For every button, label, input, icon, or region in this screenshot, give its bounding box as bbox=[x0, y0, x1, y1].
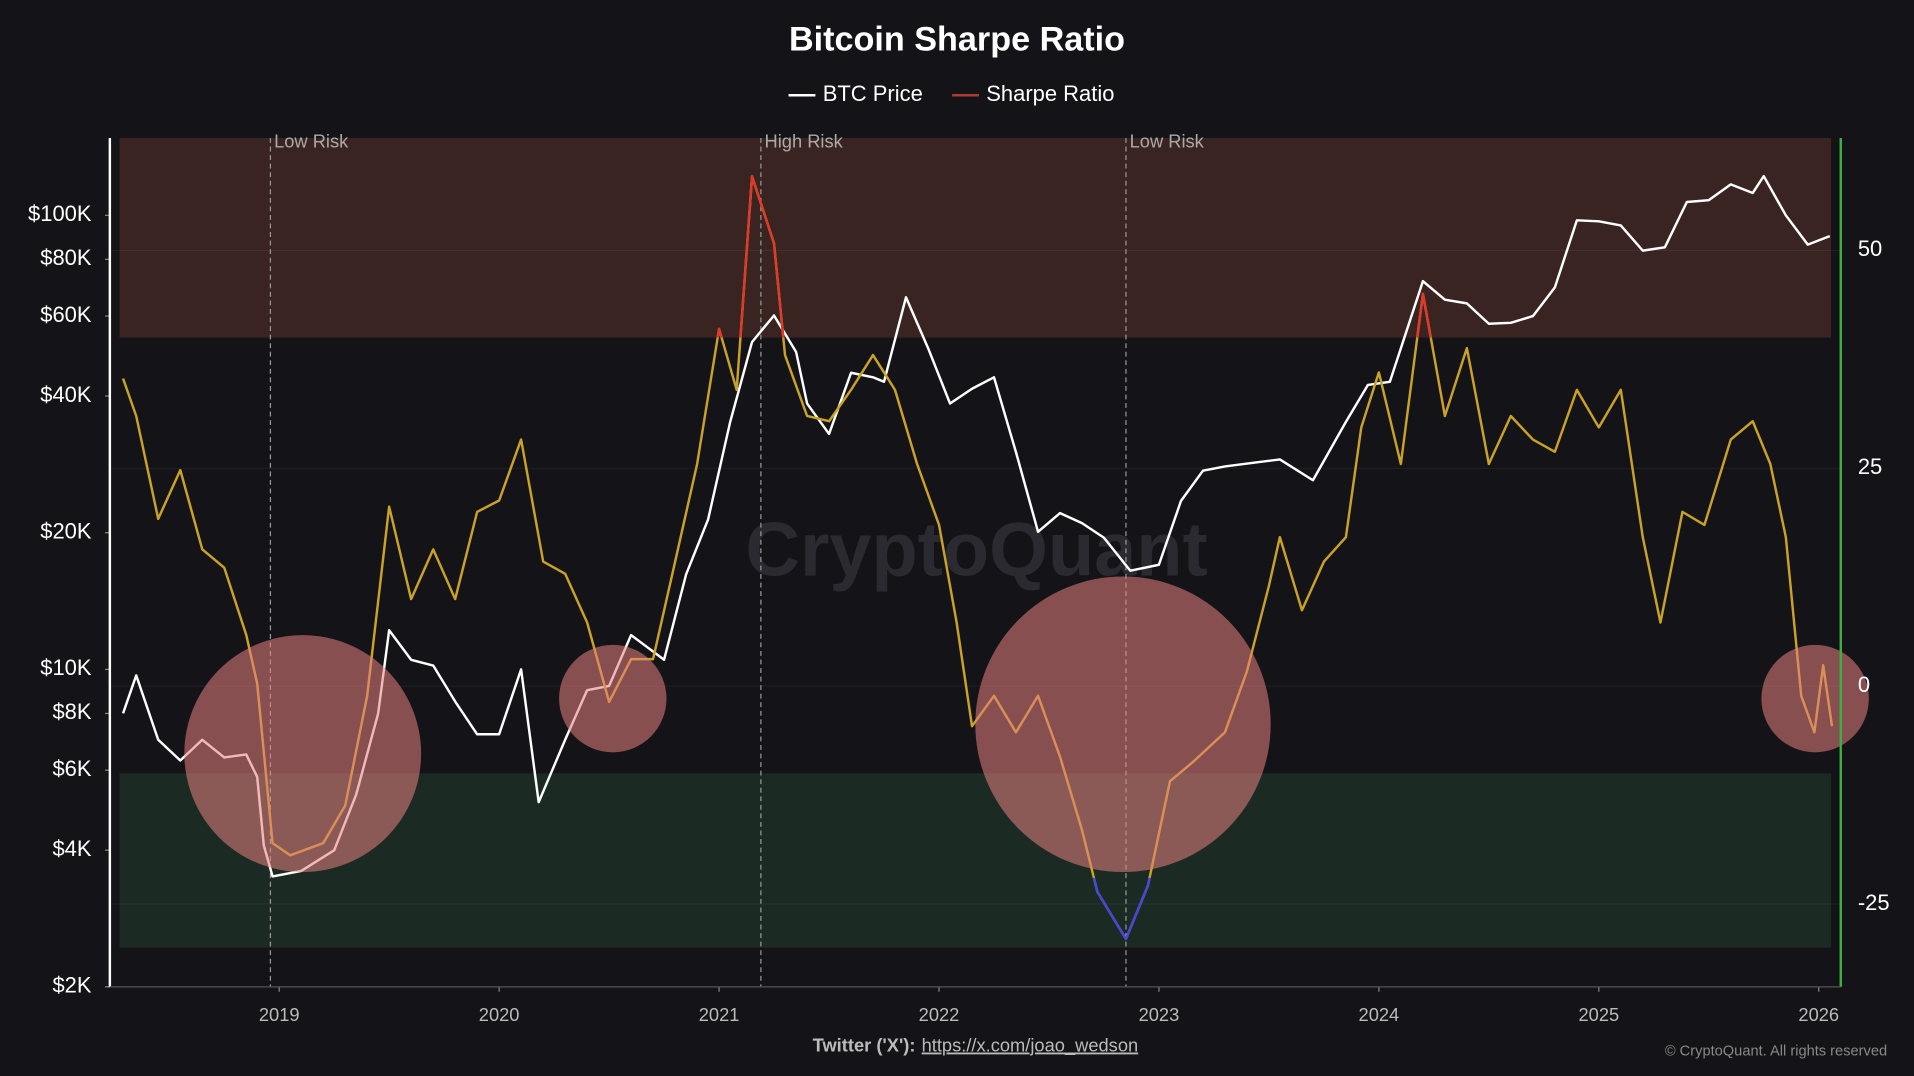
annotation-label: Low Risk bbox=[1130, 131, 1205, 152]
legend: BTC Price Sharpe Ratio bbox=[788, 81, 1114, 106]
y-tick-label: $60K bbox=[40, 302, 92, 327]
x-tick-label: 2024 bbox=[1359, 1004, 1400, 1025]
copyright: © CryptoQuant. All rights reserved bbox=[1665, 1043, 1887, 1059]
y-tick-label: $20K bbox=[40, 519, 92, 544]
risk-band bbox=[119, 138, 1831, 338]
annotation-label: High Risk bbox=[765, 131, 844, 152]
x-tick-label: 2025 bbox=[1578, 1004, 1619, 1025]
annotation-label: Low Risk bbox=[274, 131, 349, 152]
highlight-circle bbox=[559, 644, 667, 753]
y2-tick-label: 25 bbox=[1858, 454, 1882, 479]
legend-label: Sharpe Ratio bbox=[986, 81, 1114, 106]
legend-label: BTC Price bbox=[823, 81, 923, 106]
y-tick-label: $8K bbox=[52, 699, 91, 724]
y-tick-label: $4K bbox=[52, 836, 91, 861]
y2-tick-label: -25 bbox=[1858, 890, 1890, 915]
footer-prefix: Twitter ('X'): bbox=[813, 1035, 916, 1056]
footer-link[interactable]: https://x.com/joao_wedson bbox=[922, 1035, 1139, 1057]
highlight-circle bbox=[184, 635, 422, 873]
y2-tick-label: 0 bbox=[1858, 672, 1870, 697]
y-tick-label: $10K bbox=[40, 655, 92, 680]
x-tick-label: 2019 bbox=[259, 1004, 300, 1025]
y-tick-label: $40K bbox=[40, 382, 92, 407]
chart-title: Bitcoin Sharpe Ratio bbox=[789, 21, 1125, 59]
y-tick-label: $2K bbox=[52, 973, 91, 998]
highlight-circles bbox=[184, 576, 1869, 873]
y-tick-label: $100K bbox=[28, 201, 92, 226]
y-tick-label: $80K bbox=[40, 245, 92, 270]
y-tick-label: $6K bbox=[52, 756, 91, 781]
y2-tick-label: 50 bbox=[1858, 236, 1882, 261]
x-tick-label: 2021 bbox=[699, 1004, 740, 1025]
highlight-circle bbox=[975, 576, 1271, 873]
x-tick-label: 2026 bbox=[1798, 1004, 1839, 1025]
x-tick-label: 2023 bbox=[1139, 1004, 1180, 1025]
x-tick-label: 2020 bbox=[479, 1004, 520, 1025]
x-tick-label: 2022 bbox=[919, 1004, 960, 1025]
highlight-circle bbox=[1761, 644, 1869, 753]
